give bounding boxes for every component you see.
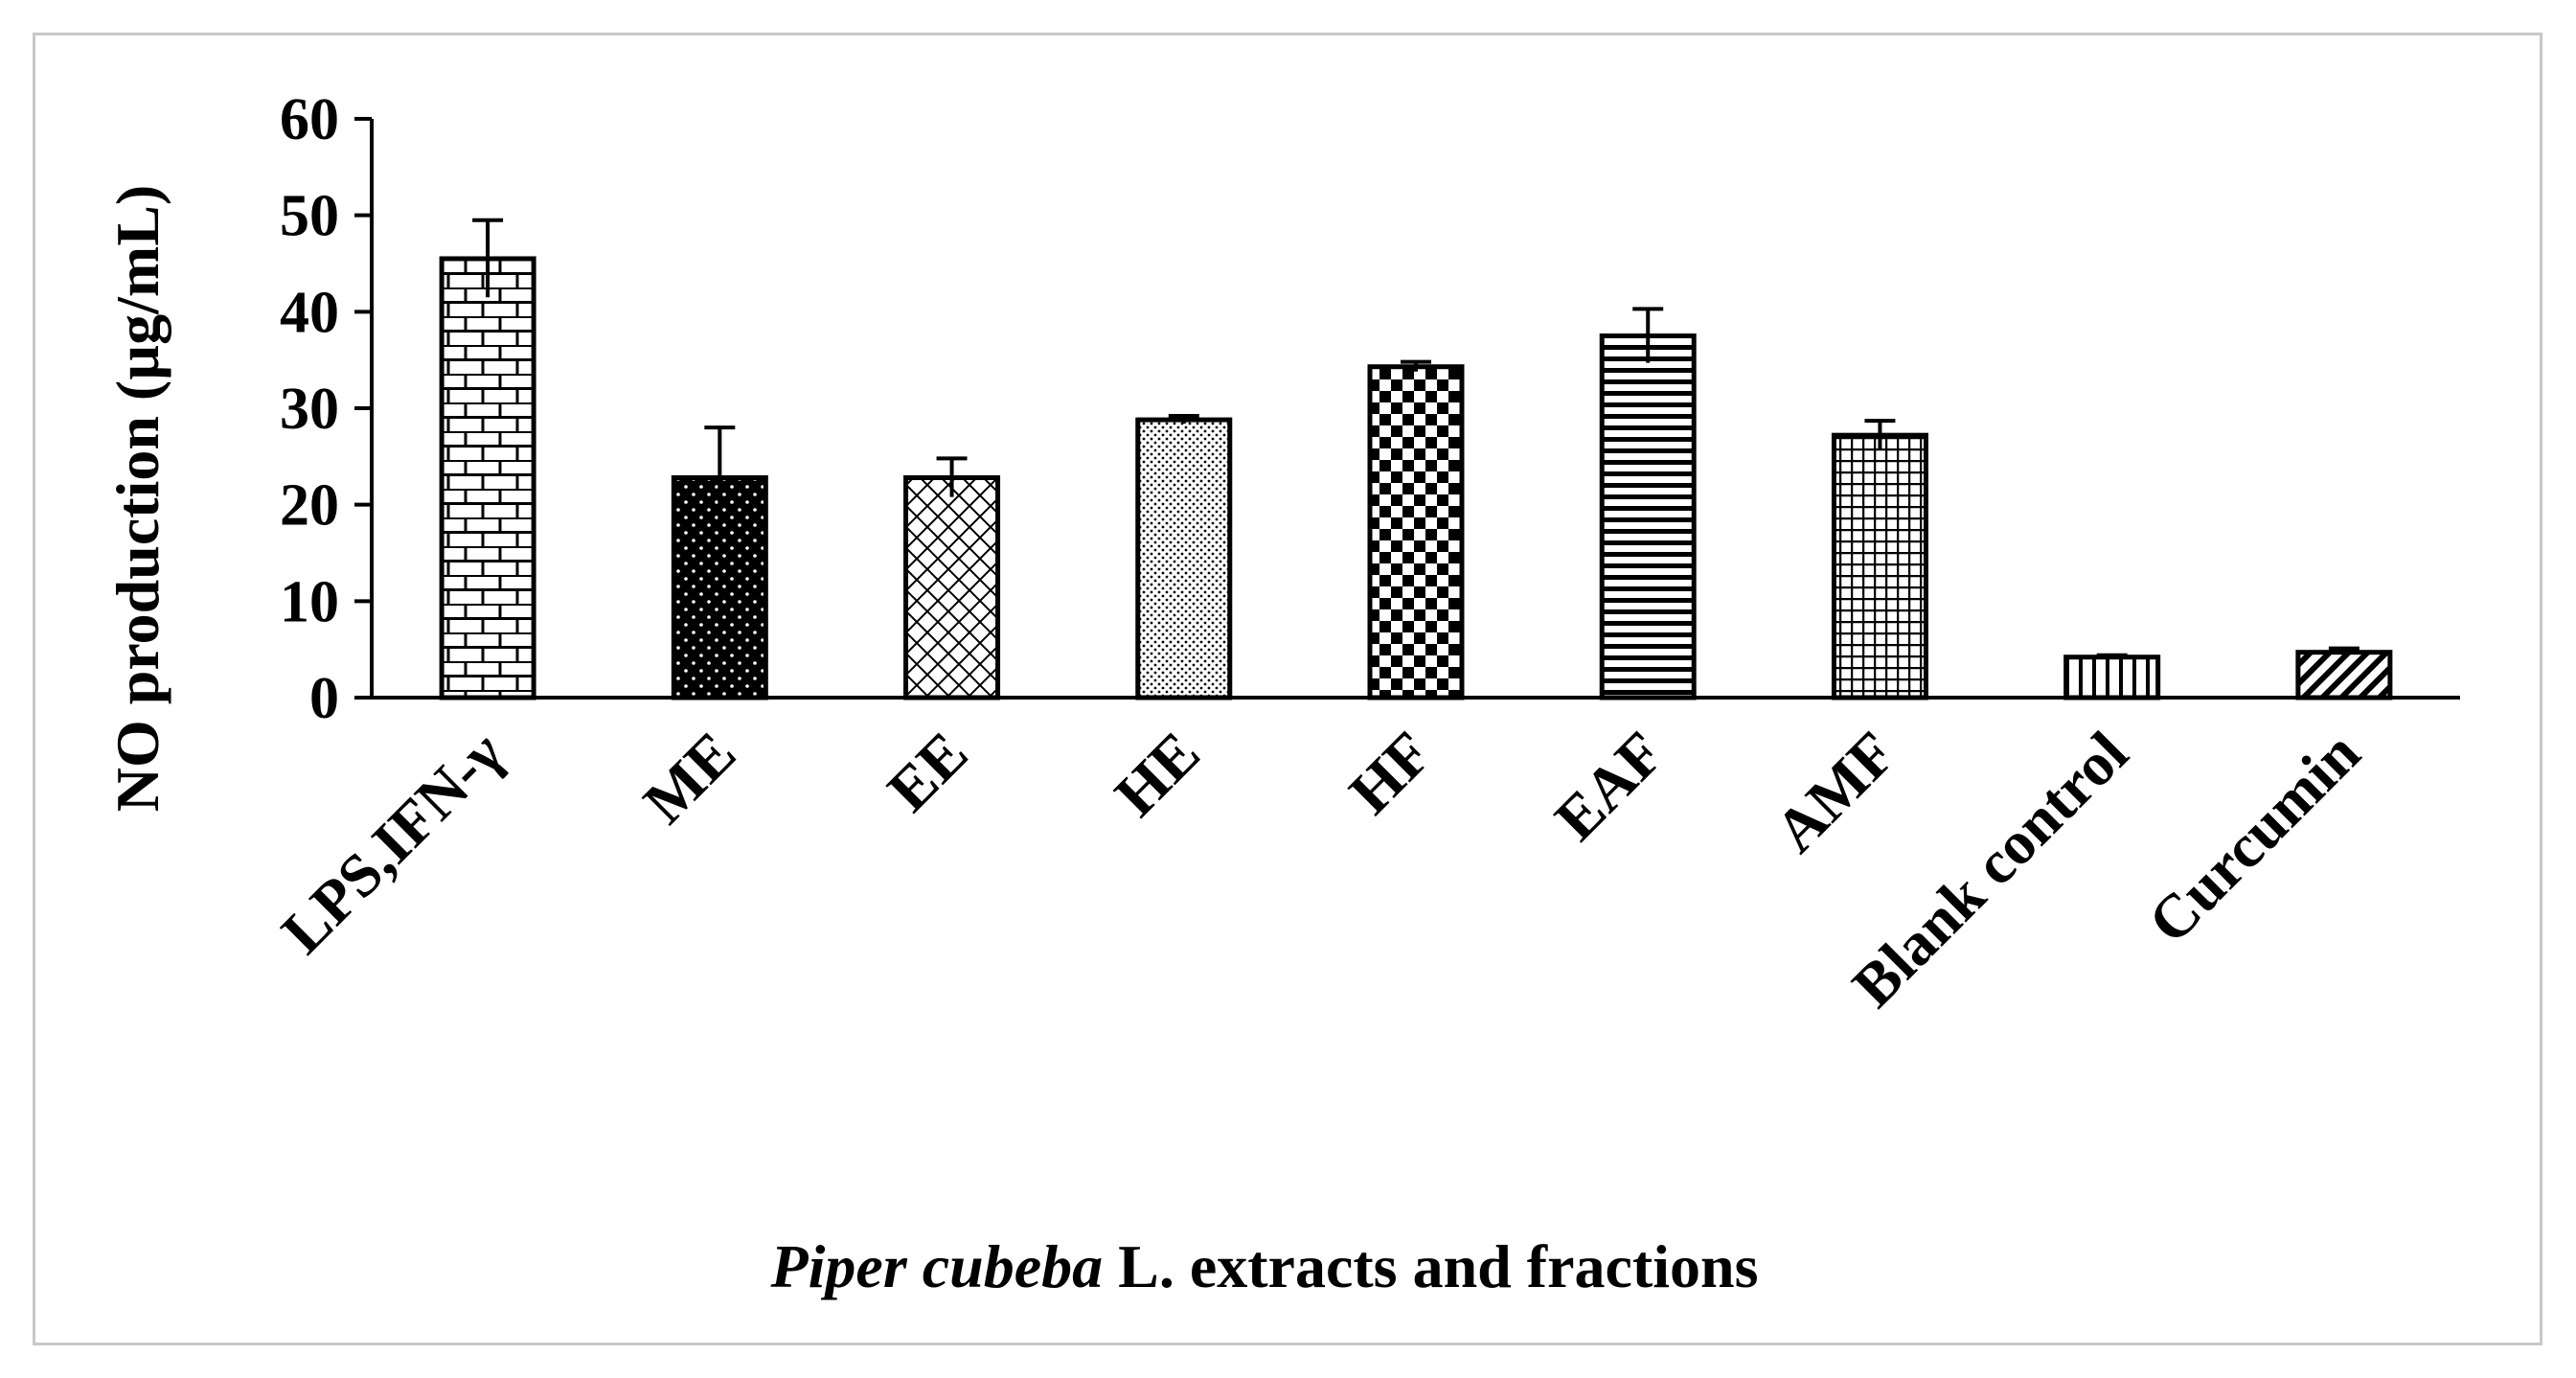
error-bar-3 <box>1168 414 1199 425</box>
bar-0 <box>439 256 536 700</box>
error-bar-1 <box>704 425 736 528</box>
x-axis-label: Piper cubeba L. extracts and fractions <box>770 1232 1759 1300</box>
x-tick-label-3: HE <box>1102 719 1213 830</box>
y-tick-label-4: 40 <box>280 280 339 345</box>
x-axis-label-italic: Piper cubeba <box>770 1232 1104 1300</box>
error-bar-4 <box>1401 359 1431 372</box>
error-bar-7 <box>2096 653 2128 659</box>
error-bar-2 <box>936 456 968 497</box>
bar-5 <box>1599 333 1697 700</box>
x-tick-label-6: AMF <box>1762 719 1908 865</box>
error-bar-5 <box>1632 307 1664 363</box>
x-tick-label-5: EAF <box>1541 719 1676 854</box>
error-bar-6 <box>1864 419 1896 450</box>
y-tick-labels: 0 10 20 30 40 50 60 <box>280 87 339 731</box>
y-tick-label-6: 60 <box>280 87 339 152</box>
x-tick-label-0: LPS,IFN-γ <box>268 719 516 967</box>
bar-4 <box>1367 364 1465 700</box>
axes-group <box>354 117 2460 700</box>
error-bar-8 <box>2328 646 2359 656</box>
bar-7 <box>2063 655 2161 700</box>
y-axis-label: NO production (µg/mL) <box>103 185 171 812</box>
bar-2 <box>903 474 1001 700</box>
bar-3 <box>1135 417 1233 700</box>
error-bar-0 <box>472 218 504 298</box>
error-bars-group <box>472 218 2359 659</box>
y-tick-label-0: 0 <box>309 666 339 731</box>
y-tick-label-1: 10 <box>280 569 339 634</box>
x-tick-label-4: HF <box>1336 719 1445 827</box>
bar-8 <box>2295 650 2393 700</box>
x-tick-label-1: ME <box>630 719 748 837</box>
y-tick-label-3: 30 <box>280 377 339 442</box>
y-tick-label-2: 20 <box>280 473 339 539</box>
bars-group <box>439 256 2393 700</box>
bar-6 <box>1831 432 1928 700</box>
x-axis-label-rest: L. extracts and fractions <box>1103 1232 1758 1300</box>
x-tick-label-2: EE <box>875 719 981 825</box>
x-tick-label-8: Curcumin <box>2135 719 2373 956</box>
y-tick-label-5: 50 <box>280 184 339 249</box>
